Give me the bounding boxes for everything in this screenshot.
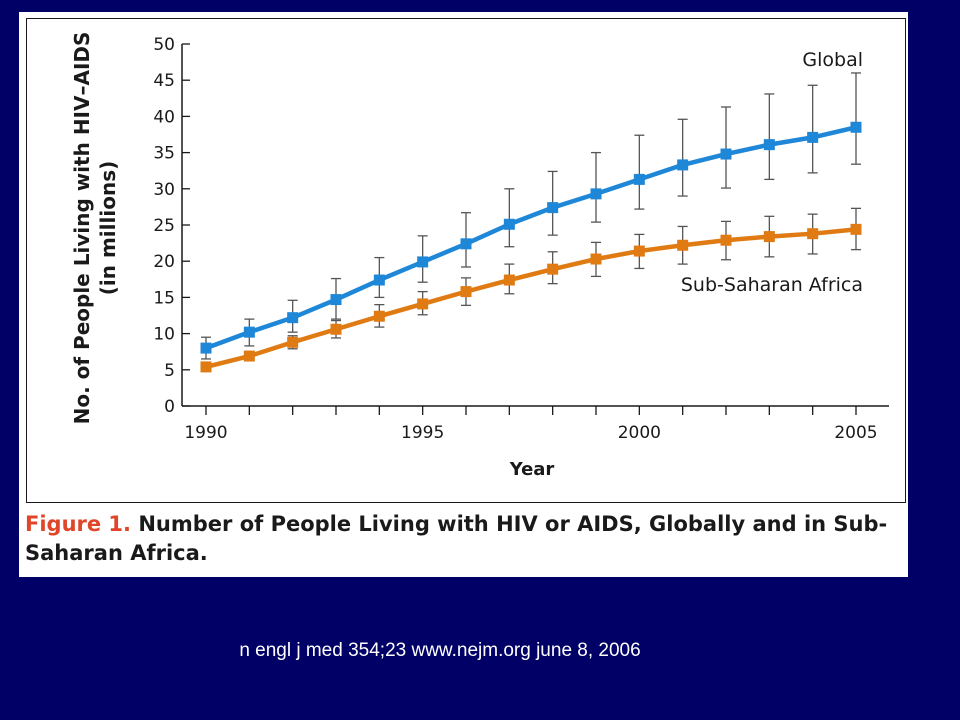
data-point-global: [330, 294, 342, 306]
error-bar-global: [504, 188, 515, 248]
data-point-global: [200, 342, 212, 354]
data-point-global: [243, 326, 255, 338]
data-point-sub-saharan-africa: [807, 228, 819, 240]
y-tick-label: 35: [153, 144, 175, 164]
data-point-sub-saharan-africa: [503, 274, 515, 286]
data-point-sub-saharan-africa: [200, 361, 212, 373]
y-tick-label: 25: [153, 216, 175, 236]
figure-caption: Figure 1. Number of People Living with H…: [25, 510, 895, 568]
y-tick-label: 40: [153, 107, 175, 127]
y-tick-label: 10: [153, 325, 175, 345]
y-tick-label: 30: [153, 180, 175, 200]
data-point-global: [503, 218, 515, 230]
error-bar-global: [591, 151, 601, 223]
data-point-global: [807, 131, 819, 143]
data-point-sub-saharan-africa: [417, 298, 429, 310]
data-point-global: [720, 148, 732, 160]
y-tick-label: 0: [164, 397, 175, 417]
error-bar-global: [851, 72, 861, 165]
data-point-global: [373, 274, 385, 286]
data-point-global: [460, 238, 472, 250]
x-axis-label: Year: [509, 459, 555, 480]
y-tick-label: 15: [153, 288, 175, 308]
caption-text: Number of People Living with HIV or AIDS…: [25, 512, 888, 565]
x-tick-label: 2005: [834, 423, 877, 443]
error-bar-global: [721, 106, 731, 189]
caption-label: Figure 1.: [25, 512, 132, 536]
y-axis-label: No. of People Living with HIV–AIDS (in m…: [70, 32, 120, 425]
citation-text: n engl j med 354;23 www.nejm.org june 8,…: [239, 640, 641, 661]
data-point-sub-saharan-africa: [547, 263, 559, 275]
data-point-sub-saharan-africa: [460, 286, 472, 298]
data-point-global: [417, 256, 429, 268]
data-point-global: [633, 173, 645, 185]
line-chart: No. of People Living with HIV–AIDS (in m…: [70, 32, 889, 480]
data-point-global: [677, 159, 689, 171]
y-tick-label: 50: [153, 35, 175, 55]
annotation-global: Global: [802, 49, 863, 71]
data-point-global: [590, 188, 602, 200]
y-tick-label: 20: [153, 252, 175, 272]
data-point-sub-saharan-africa: [633, 245, 645, 257]
error-bar-global: [634, 134, 645, 210]
data-point-sub-saharan-africa: [243, 350, 255, 362]
x-tick-label: 1990: [184, 423, 227, 443]
data-point-global: [287, 312, 299, 324]
error-bar-global: [764, 93, 775, 181]
data-point-sub-saharan-africa: [763, 231, 775, 243]
series-line-global: [205, 125, 857, 351]
series-line-sub-saharan-africa: [205, 227, 857, 370]
x-tick-label: 1995: [401, 423, 444, 443]
data-point-sub-saharan-africa: [677, 239, 689, 251]
data-point-global: [547, 202, 559, 214]
y-axis-label-line1: No. of People Living with HIV–AIDS: [70, 32, 94, 425]
figure-panel: No. of People Living with HIV–AIDS (in m…: [19, 12, 908, 577]
data-point-sub-saharan-africa: [590, 253, 602, 265]
data-point-sub-saharan-africa: [373, 310, 385, 322]
y-tick-label: 5: [164, 361, 175, 381]
data-point-sub-saharan-africa: [720, 234, 732, 246]
y-axis-label-line2: (in millions): [96, 161, 120, 295]
chart-frame: No. of People Living with HIV–AIDS (in m…: [26, 18, 906, 503]
annotation-sub-saharan-africa: Sub-Saharan Africa: [681, 274, 863, 296]
data-point-sub-saharan-africa: [850, 223, 862, 235]
data-point-sub-saharan-africa: [287, 336, 299, 348]
error-bar-global: [807, 84, 818, 174]
data-point-sub-saharan-africa: [330, 323, 342, 335]
data-point-global: [850, 121, 862, 133]
data-point-global: [763, 139, 775, 151]
x-tick-label: 2000: [618, 423, 661, 443]
error-bar-global: [677, 118, 688, 197]
y-tick-label: 45: [153, 71, 175, 91]
